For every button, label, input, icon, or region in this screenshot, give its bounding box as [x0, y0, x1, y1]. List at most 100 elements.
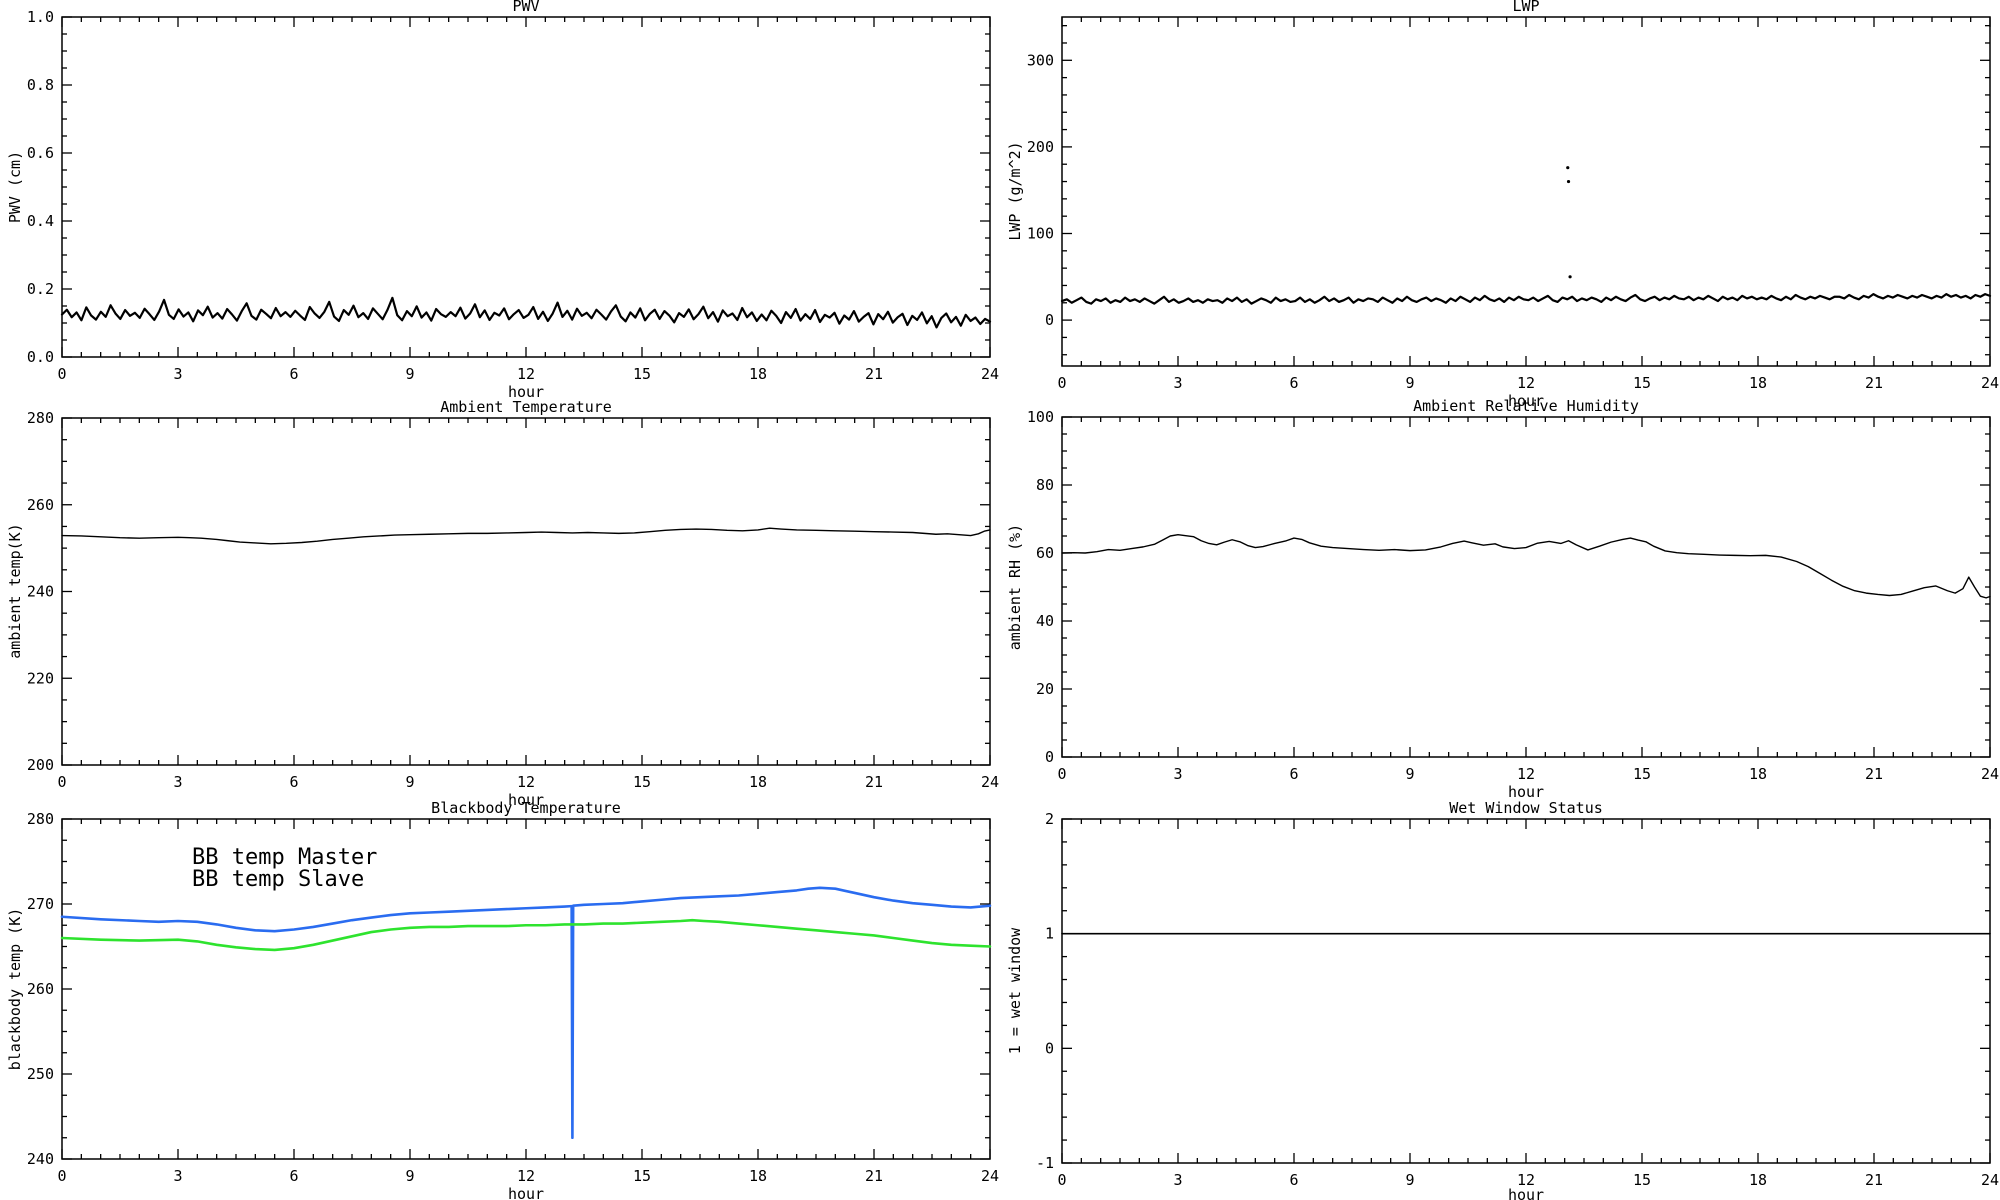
blackbody-temperature-ylabel: blackbody temp (K)	[6, 908, 24, 1071]
wet-window-status-x-tick-label: 3	[1173, 1171, 1182, 1189]
wet-window-status-x-tick-label: 15	[1633, 1171, 1651, 1189]
ambient-relative-humidity-x-tick-label: 24	[1981, 765, 1999, 783]
lwp-y-tick-label: 0	[1045, 311, 1054, 329]
ambient-relative-humidity-y-tick-label: 0	[1045, 748, 1054, 766]
ambient-temperature-y-tick-label: 200	[27, 756, 54, 774]
blackbody-temperature-series-bb-temp-slave	[60, 918, 992, 952]
ambient-relative-humidity-y-tick-label: 60	[1036, 544, 1054, 562]
pwv-x-tick-label: 6	[289, 365, 298, 383]
blackbody-temperature-xlabel: hour	[508, 1185, 544, 1200]
ambient-relative-humidity-y-tick-label: 100	[1027, 408, 1054, 426]
ambient-temperature-y-tick-label: 280	[27, 409, 54, 427]
lwp-outlier-dot	[1566, 166, 1570, 170]
panel-wet-window-status: Wet Window Status hour 1 = wet window 0 3…	[1006, 799, 1999, 1200]
pwv-title: PWV	[512, 0, 539, 15]
pwv-xlabel: hour	[508, 383, 544, 401]
blackbody-temperature-x-tick-label: 21	[865, 1167, 883, 1185]
blackbody-temperature-title: Blackbody Temperature	[431, 799, 621, 817]
wet-window-status-x-tick-label: 12	[1517, 1171, 1535, 1189]
blackbody-temperature-x-tick-label: 15	[633, 1167, 651, 1185]
lwp-xlabel: hour	[1508, 392, 1544, 410]
ambient-temperature-title: Ambient Temperature	[440, 398, 612, 416]
pwv-x-tick-label: 0	[57, 365, 66, 383]
wet-window-status-xlabel: hour	[1508, 1186, 1544, 1200]
wet-window-status-ylabel: 1 = wet window	[1006, 927, 1024, 1054]
ambient-temperature-x-tick-label: 15	[633, 773, 651, 791]
lwp-y-tick-label: 300	[1027, 51, 1054, 69]
wet-window-status-x-tick-label: 21	[1865, 1171, 1883, 1189]
pwv-x-tick-label: 21	[865, 365, 883, 383]
blackbody-temperature-x-tick-label: 6	[289, 1167, 298, 1185]
wet-window-status-y-tick-label: 2	[1045, 810, 1054, 828]
pwv-axes-frame	[61, 16, 991, 358]
ambient-relative-humidity-x-tick-label: 12	[1517, 765, 1535, 783]
ambient-relative-humidity-x-tick-label: 6	[1289, 765, 1298, 783]
lwp-x-tick-label: 9	[1405, 374, 1414, 392]
wet-window-status-y-tick-label: -1	[1036, 1154, 1054, 1172]
ambient-relative-humidity-xlabel: hour	[1508, 783, 1544, 801]
ambient-temperature-xlabel: hour	[508, 791, 544, 809]
lwp-x-tick-label: 12	[1517, 374, 1535, 392]
wet-window-status-x-tick-label: 6	[1289, 1171, 1298, 1189]
lwp-title: LWP	[1512, 0, 1539, 15]
blackbody-temperature-x-tick-label: 0	[57, 1167, 66, 1185]
ambient-temperature-series-ambient-temp	[61, 527, 991, 545]
ambient-temperature-x-tick-label: 3	[173, 773, 182, 791]
blackbody-temperature-plot-area: 0 3 6 9 12 15 18 21 24 240 250 260 270 280	[27, 810, 999, 1185]
ambient-relative-humidity-x-tick-label: 3	[1173, 765, 1182, 783]
ambient-relative-humidity-x-tick-label: 18	[1749, 765, 1767, 783]
lwp-x-tick-label: 15	[1633, 374, 1651, 392]
ambient-temperature-y-tick-label: 240	[27, 583, 54, 601]
lwp-ylabel: LWP (g/m^2)	[1006, 141, 1024, 240]
lwp-x-tick-label: 0	[1057, 374, 1066, 392]
ambient-temperature-x-tick-label: 6	[289, 773, 298, 791]
wet-window-status-y-tick-label: 0	[1045, 1039, 1054, 1057]
ambient-relative-humidity-ylabel: ambient RH (%)	[1006, 524, 1024, 650]
blackbody-temperature-y-tick-label: 280	[27, 810, 54, 828]
lwp-outlier-dot	[1566, 179, 1571, 184]
pwv-x-tick-label: 3	[173, 365, 182, 383]
ambient-relative-humidity-x-tick-label: 21	[1865, 765, 1883, 783]
wet-window-status-y-tick-label: 1	[1045, 925, 1054, 943]
blackbody-temperature-x-tick-label: 9	[405, 1167, 414, 1185]
panel-ambient-temperature: Ambient Temperature hour ambient temp(K)…	[6, 398, 999, 809]
ambient-temperature-ylabel: ambient temp(K)	[6, 523, 24, 658]
pwv-y-tick-label: 0.8	[27, 76, 54, 94]
wet-window-status-x-tick-label: 24	[1981, 1171, 1999, 1189]
ambient-temperature-axes-frame	[61, 417, 991, 766]
ambient-relative-humidity-title: Ambient Relative Humidity	[1413, 397, 1639, 415]
wet-window-status-title: Wet Window Status	[1449, 799, 1603, 817]
ambient-temperature-x-tick-label: 21	[865, 773, 883, 791]
ambient-relative-humidity-x-tick-label: 0	[1057, 765, 1066, 783]
lwp-series-lwp	[1060, 293, 1992, 305]
lwp-axes-frame	[1061, 16, 1991, 367]
ambient-relative-humidity-axes-frame	[1061, 416, 1991, 758]
pwv-y-tick-label: 0.6	[27, 144, 54, 162]
wet-window-status-x-tick-label: 0	[1057, 1171, 1066, 1189]
ambient-temperature-y-tick-label: 260	[27, 496, 54, 514]
ambient-relative-humidity-series-ambient-rh	[1061, 533, 1991, 599]
blackbody-temperature-y-tick-label: 270	[27, 895, 54, 913]
pwv-y-tick-label: 0.4	[27, 212, 54, 230]
pwv-y-tick-label: 1.0	[27, 8, 54, 26]
blackbody-temperature-series-bb-temp-master	[60, 886, 992, 1140]
lwp-y-tick-label: 200	[1027, 138, 1054, 156]
pwv-x-tick-label: 12	[517, 365, 535, 383]
pwv-y-tick-label: 0.2	[27, 280, 54, 298]
ambient-relative-humidity-y-tick-label: 40	[1036, 612, 1054, 630]
lwp-x-tick-label: 24	[1981, 374, 1999, 392]
blackbody-temperature-x-tick-label: 24	[981, 1167, 999, 1185]
wet-window-status-x-tick-label: 18	[1749, 1171, 1767, 1189]
panel-ambient-relative-humidity: Ambient Relative Humidity hour ambient R…	[1006, 397, 1999, 801]
blackbody-temperature-y-tick-label: 260	[27, 980, 54, 998]
blackbody-temperature-x-tick-label: 3	[173, 1167, 182, 1185]
ambient-relative-humidity-plot-area: 0 3 6 9 12 15 18 21 24 0 20 40 60 80 100	[1027, 408, 1999, 783]
ambient-relative-humidity-y-tick-label: 20	[1036, 680, 1054, 698]
ambient-temperature-plot-area: 0 3 6 9 12 15 18 21 24 200 220 240 260 280	[27, 409, 999, 791]
ambient-relative-humidity-x-tick-label: 9	[1405, 765, 1414, 783]
wet-window-status-axes-frame	[1061, 818, 1991, 1164]
ambient-relative-humidity-y-tick-label: 80	[1036, 476, 1054, 494]
bb-temp-master-legend-label: BB temp Master	[192, 845, 377, 870]
